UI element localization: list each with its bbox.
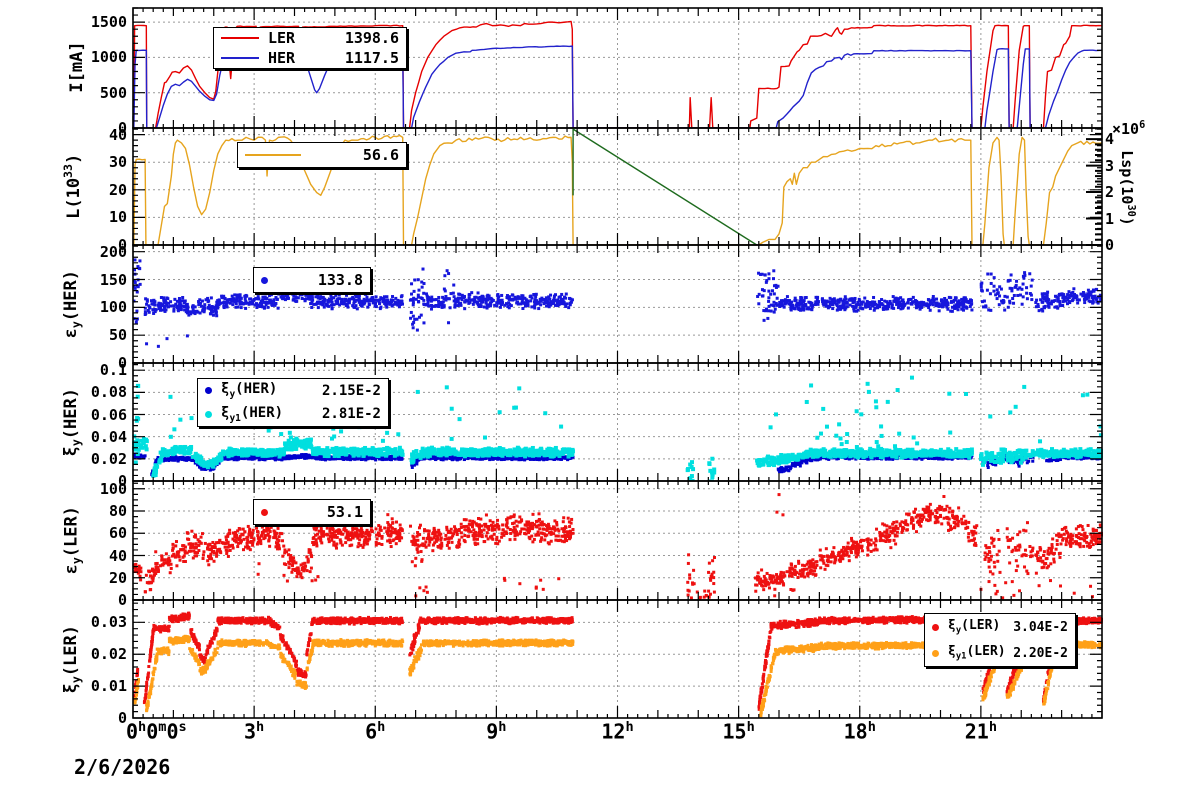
xiy-ler-dot-marker	[932, 623, 939, 631]
y-tick-label: 0	[117, 119, 127, 137]
legend-row-her: HER 1117.5	[214, 48, 406, 68]
y-tick-label: 0	[117, 591, 127, 609]
legend-value: 3.04E-2	[1013, 619, 1068, 635]
y-tick-label: 150	[99, 270, 127, 289]
x-tick-label: 3h	[244, 719, 265, 744]
legend-row-xiy-her: ξy(HER) 2.15E-2	[198, 379, 388, 403]
ey-ler-dot-marker	[261, 508, 268, 516]
legend-value: 2.81E-2	[321, 406, 381, 423]
y-tick-label: 0	[117, 472, 127, 490]
y-tick-label: 0.03	[90, 613, 127, 632]
x-tick-label: 6h	[365, 719, 386, 744]
legend-row-ey-her: 133.8	[254, 268, 370, 292]
her-line-marker	[221, 57, 259, 59]
legend-label: ξy(HER)	[221, 381, 278, 401]
y-tick-label: 0	[117, 354, 127, 372]
right-tick-label: 1	[1105, 209, 1115, 228]
y-tick-label: 40	[108, 546, 127, 565]
luminosity-line-marker	[245, 154, 301, 156]
y-tick-label: 0	[117, 709, 127, 727]
legend-value: 2.15E-2	[321, 382, 381, 399]
y-tick-label: 0.08	[90, 383, 127, 402]
y-tick-label: 50	[108, 326, 127, 345]
y-tick-label: 20	[108, 180, 127, 199]
right-tick-label: 4	[1105, 130, 1115, 149]
y-tick-label: 0.02	[90, 645, 127, 664]
legend-row-ey-ler: 53.1	[254, 500, 370, 524]
y-tick-label: 20	[108, 568, 127, 587]
legend-value: 53.1	[326, 503, 363, 521]
y-tick-label: 1500	[90, 13, 127, 32]
y-tick-label: 0.1	[99, 361, 127, 380]
legend-xiy-her: ξy(HER) 2.15E-2 ξy1(HER) 2.81E-2	[197, 378, 389, 427]
y-tick-label: 0.01	[90, 677, 127, 696]
y-tick-label: 0.04	[90, 427, 127, 446]
y-tick-label: 500	[99, 83, 127, 102]
legend-row-xiy-ler: ξy(LER) 3.04E-2	[925, 614, 1075, 640]
legend-ey-ler: 53.1	[253, 499, 371, 525]
x-tick-label: 9h	[486, 719, 507, 744]
y-tick-label: 60	[108, 524, 127, 543]
right-tick-label: 2	[1105, 183, 1115, 202]
x-tick-label: 18h	[843, 719, 876, 744]
legend-value: 2.20E-2	[1013, 645, 1068, 661]
legend-luminosity: 56.6	[237, 142, 407, 168]
y-tick-label: 0.06	[90, 405, 127, 424]
legend-label: LER	[268, 29, 296, 47]
y-tick-label: 40	[108, 125, 127, 144]
x-tick-label: 0h0m0s	[126, 719, 187, 744]
legend-label: ξy1(HER)	[221, 404, 284, 424]
legend-xiy-ler: ξy(LER) 3.04E-2 ξy1(LER) 2.20E-2	[924, 613, 1076, 667]
legend-row-xiy1-ler: ξy1(LER) 2.20E-2	[925, 640, 1075, 666]
x-tick-label: 15h	[722, 719, 755, 744]
legend-label: HER	[268, 49, 296, 67]
date-label: 2/6/2026	[74, 755, 171, 779]
right-tick-label: 3	[1105, 156, 1115, 175]
y-tick-label: 1000	[90, 48, 127, 67]
xiy1-ler-dot-marker	[932, 649, 939, 657]
right-tick-label: 0	[1105, 236, 1115, 254]
ey-her-dot-marker	[261, 276, 268, 284]
legend-value: 56.6	[362, 146, 399, 164]
y-tick-label: 100	[99, 298, 127, 317]
legend-row-ler: LER 1398.6	[214, 28, 406, 48]
y-tick-label: 0.02	[90, 449, 127, 468]
legend-value: 1117.5	[344, 49, 399, 67]
y-tick-label: 80	[108, 502, 127, 521]
y-tick-label: 200	[99, 242, 127, 261]
ler-line-marker	[221, 37, 259, 39]
x-tick-label: 12h	[601, 719, 634, 744]
y-tick-label: 100	[99, 479, 127, 498]
legend-value: 133.8	[317, 271, 363, 289]
legend-row-xiy1-her: ξy1(HER) 2.81E-2	[198, 403, 388, 427]
legend-row-luminosity: 56.6	[238, 143, 406, 167]
right-axis-scale-factor: ×106	[1112, 120, 1146, 138]
legend-ey-her: 133.8	[253, 267, 371, 293]
x-tick-label: 21h	[964, 719, 998, 744]
legend-beam-current: LER 1398.6 HER 1117.5	[213, 27, 407, 69]
xiy1-her-dot-marker	[205, 410, 212, 418]
y-tick-label: 30	[108, 153, 127, 172]
xiy-her-dot-marker	[205, 387, 212, 395]
y-tick-label: 0	[117, 236, 127, 254]
legend-label: ξy1(LER)	[948, 644, 1006, 662]
y-tick-label: 10	[108, 208, 127, 227]
legend-value: 1398.6	[344, 29, 399, 47]
legend-label: ξy(LER)	[948, 618, 1001, 636]
